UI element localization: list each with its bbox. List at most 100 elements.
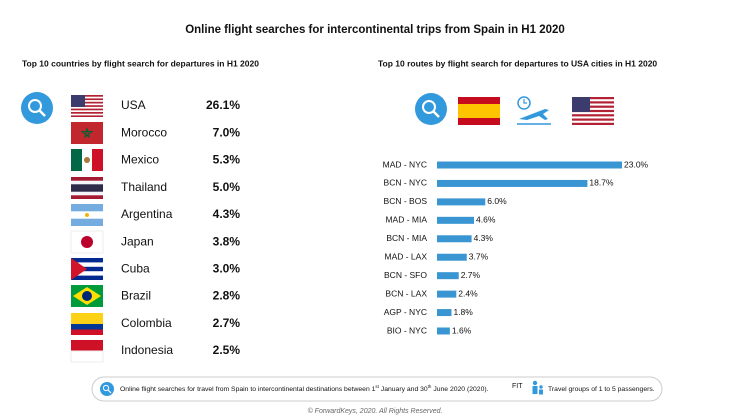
flag-cuba-part bbox=[71, 258, 87, 280]
bar bbox=[437, 253, 467, 261]
usa-flag-part bbox=[572, 97, 590, 112]
fit-note: Travel groups of 1 to 5 passengers. bbox=[548, 386, 655, 393]
value-label: 1.6% bbox=[452, 325, 472, 335]
note-part: June 2020 (2020). bbox=[431, 386, 488, 393]
bar bbox=[437, 216, 474, 224]
group-icon-part bbox=[539, 385, 543, 389]
country-name: Cuba bbox=[121, 262, 150, 276]
usa-flag-part bbox=[572, 122, 614, 125]
country-share: 26.1% bbox=[206, 98, 240, 112]
country-name: Morocco bbox=[121, 125, 167, 139]
departure-icon bbox=[517, 96, 551, 125]
bar bbox=[437, 235, 472, 243]
bar bbox=[437, 327, 450, 335]
country-share: 2.7% bbox=[213, 316, 241, 330]
value-label: 2.7% bbox=[461, 270, 481, 280]
note-sup: st bbox=[375, 384, 379, 389]
country-name: Indonesia bbox=[121, 343, 173, 357]
value-label: 6.0% bbox=[487, 196, 507, 206]
flag-mexico-part bbox=[71, 149, 82, 171]
value-label: 1.8% bbox=[453, 307, 473, 317]
flag-argentina bbox=[71, 204, 103, 226]
fit-label: FIT bbox=[512, 383, 523, 390]
flag-usa-part bbox=[71, 101, 103, 104]
flag-morocco bbox=[71, 122, 103, 144]
country-share: 5.0% bbox=[213, 180, 241, 194]
search-icon-part bbox=[38, 109, 46, 117]
usa-flag-part bbox=[572, 118, 614, 121]
flag-thailand-part bbox=[71, 184, 103, 192]
category-label: BCN - MIA bbox=[386, 233, 427, 243]
note-sup: th bbox=[428, 384, 432, 389]
search-icon-part bbox=[21, 92, 53, 124]
bar bbox=[437, 290, 457, 298]
category-label: BCN - SFO bbox=[384, 270, 427, 280]
search-icon-part bbox=[102, 384, 110, 392]
note-part: Online flight searches for travel from S… bbox=[120, 386, 376, 393]
search-icon bbox=[100, 382, 114, 396]
flag-usa-part bbox=[71, 112, 103, 114]
usa-flag bbox=[572, 97, 614, 125]
flag-mexico-part bbox=[84, 157, 90, 163]
country-name: Mexico bbox=[121, 153, 159, 167]
country-share: 2.5% bbox=[213, 343, 241, 357]
category-label: BCN - LAX bbox=[385, 288, 427, 298]
flag-indonesia-part bbox=[70, 350, 104, 363]
flag-mexico bbox=[71, 149, 103, 171]
bar bbox=[437, 161, 622, 169]
country-share: 4.3% bbox=[213, 207, 241, 221]
flag-brazil-part bbox=[82, 291, 92, 301]
footer-box bbox=[91, 376, 663, 402]
flag-morocco-part bbox=[80, 127, 94, 139]
country-name: Thailand bbox=[121, 180, 167, 194]
usa-flag-part bbox=[572, 97, 614, 100]
country-name: USA bbox=[121, 98, 146, 112]
flag-mexico-part bbox=[92, 149, 103, 171]
group-icon bbox=[532, 380, 543, 395]
country-name: Argentina bbox=[121, 207, 173, 221]
flag-japan bbox=[70, 230, 104, 254]
search-icon bbox=[21, 92, 53, 124]
note-part: January and 30 bbox=[379, 386, 428, 393]
flag-usa-part bbox=[71, 115, 103, 117]
spain-flag-part bbox=[458, 104, 500, 118]
flag-usa-part bbox=[71, 95, 85, 107]
usa-flag-part bbox=[572, 114, 614, 117]
usa-flag-part bbox=[572, 109, 614, 113]
bar bbox=[437, 179, 588, 187]
category-label: BCN - BOS bbox=[384, 196, 428, 206]
search-icon bbox=[415, 93, 447, 125]
flag-usa-part bbox=[71, 105, 103, 107]
flag-usa-part bbox=[71, 95, 103, 97]
copyright: © ForwardKeys, 2020. All Rights Reserved… bbox=[308, 407, 443, 415]
departure-icon-part bbox=[519, 109, 549, 120]
flag-indonesia bbox=[70, 340, 104, 363]
search-icon-part bbox=[100, 382, 114, 396]
country-share: 2.8% bbox=[213, 289, 241, 303]
flag-brazil bbox=[71, 285, 103, 307]
flag-argentina-part bbox=[85, 213, 89, 217]
usa-flag-part bbox=[572, 101, 614, 104]
bar bbox=[437, 272, 459, 280]
value-label: 2.4% bbox=[458, 288, 478, 298]
category-label: MAD - MIA bbox=[385, 215, 427, 225]
country-share: 3.8% bbox=[213, 234, 241, 248]
value-label: 4.3% bbox=[474, 233, 494, 243]
bar bbox=[437, 309, 452, 317]
country-name: Japan bbox=[121, 234, 154, 248]
search-icon-part bbox=[422, 100, 436, 114]
category-label: BCN - NYC bbox=[384, 178, 427, 188]
search-icon-part bbox=[107, 389, 112, 394]
country-share: 5.3% bbox=[213, 153, 241, 167]
group-icon-part bbox=[539, 389, 543, 395]
value-label: 4.6% bbox=[476, 215, 496, 225]
group-icon-part bbox=[532, 386, 538, 394]
country-name: Colombia bbox=[121, 316, 172, 330]
flag-usa-part bbox=[71, 98, 103, 101]
flag-colombia-part bbox=[71, 313, 103, 324]
group-icon-part bbox=[532, 380, 538, 386]
category-label: AGP - NYC bbox=[384, 307, 427, 317]
search-icon-part bbox=[415, 93, 447, 125]
flag-cuba-part bbox=[71, 275, 103, 280]
